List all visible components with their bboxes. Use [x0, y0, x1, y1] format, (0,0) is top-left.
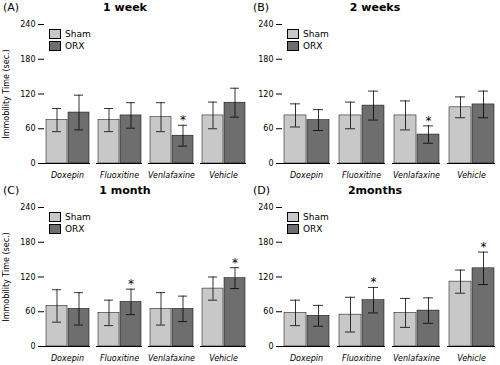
svg-text:180: 180 [20, 237, 35, 246]
svg-text:*: * [426, 114, 432, 128]
svg-text:Immobility Time (sec.): Immobility Time (sec.) [2, 49, 11, 138]
html-text:2 weeks: 2 weeks [349, 1, 401, 14]
svg-text:0: 0 [30, 342, 35, 351]
html-text:(B): (B) [253, 1, 270, 14]
svg-text:Vehicle: Vehicle [457, 171, 486, 180]
svg-text:Fluoxitine: Fluoxitine [342, 171, 381, 180]
html-text:1 month: 1 month [99, 183, 151, 197]
svg-text:60: 60 [263, 307, 273, 316]
html-text:(C): (C) [3, 183, 20, 197]
svg-text:*: * [180, 113, 186, 127]
svg-text:0: 0 [268, 342, 273, 351]
svg-text:120: 120 [258, 90, 273, 99]
svg-text:Venlafaxine: Venlafaxine [148, 171, 195, 180]
html-text:ORX: ORX [303, 41, 323, 51]
svg-text:Doxepin: Doxepin [290, 171, 323, 180]
svg-text:Venlafaxine: Venlafaxine [393, 354, 440, 363]
svg-text:Doxepin: Doxepin [51, 171, 84, 180]
html-text:1 week: 1 week [103, 1, 147, 14]
svg-text:Vehicle: Vehicle [457, 354, 486, 363]
svg-text:60: 60 [25, 124, 35, 133]
svg-text:120: 120 [258, 272, 273, 281]
svg-text:60: 60 [263, 124, 273, 133]
svg-text:Venlafaxine: Venlafaxine [393, 171, 440, 180]
svg-text:240: 240 [258, 203, 273, 212]
svg-text:Venlafaxine: Venlafaxine [148, 354, 195, 363]
svg-text:*: * [232, 255, 238, 269]
svg-text:Immobility Time (sec.): Immobility Time (sec.) [2, 232, 11, 321]
svg-text:Vehicle: Vehicle [209, 354, 238, 363]
html-text:(A): (A) [3, 1, 20, 14]
html-text:Sham: Sham [303, 211, 329, 222]
svg-text:240: 240 [20, 203, 35, 212]
html-text:ORX: ORX [303, 223, 323, 234]
svg-text:60: 60 [25, 307, 35, 316]
html-text:Sham: Sham [65, 211, 91, 222]
svg-text:120: 120 [20, 272, 35, 281]
svg-text:Fluoxitine: Fluoxitine [342, 354, 381, 363]
svg-text:240: 240 [20, 20, 35, 29]
svg-text:Fluoxitine: Fluoxitine [100, 354, 139, 363]
html-text:2months: 2months [347, 183, 403, 197]
svg-text:Doxepin: Doxepin [290, 354, 323, 363]
svg-text:180: 180 [258, 237, 273, 246]
svg-text:Fluoxitine: Fluoxitine [100, 171, 139, 180]
svg-text:*: * [128, 277, 134, 291]
svg-text:Doxepin: Doxepin [51, 354, 84, 363]
html-text:ORX: ORX [65, 41, 85, 51]
html-text:(D): (D) [253, 183, 271, 197]
svg-text:180: 180 [20, 55, 35, 64]
svg-text:120: 120 [20, 90, 35, 99]
svg-text:240: 240 [258, 20, 273, 29]
svg-text:0: 0 [268, 159, 273, 168]
svg-text:*: * [371, 275, 377, 289]
svg-text:180: 180 [258, 55, 273, 64]
html-text:ORX: ORX [65, 223, 85, 234]
html-text:Sham: Sham [65, 29, 91, 39]
html-text:Sham: Sham [303, 29, 329, 39]
svg-text:*: * [481, 240, 487, 254]
svg-text:Vehicle: Vehicle [209, 171, 238, 180]
svg-text:0: 0 [30, 159, 35, 168]
